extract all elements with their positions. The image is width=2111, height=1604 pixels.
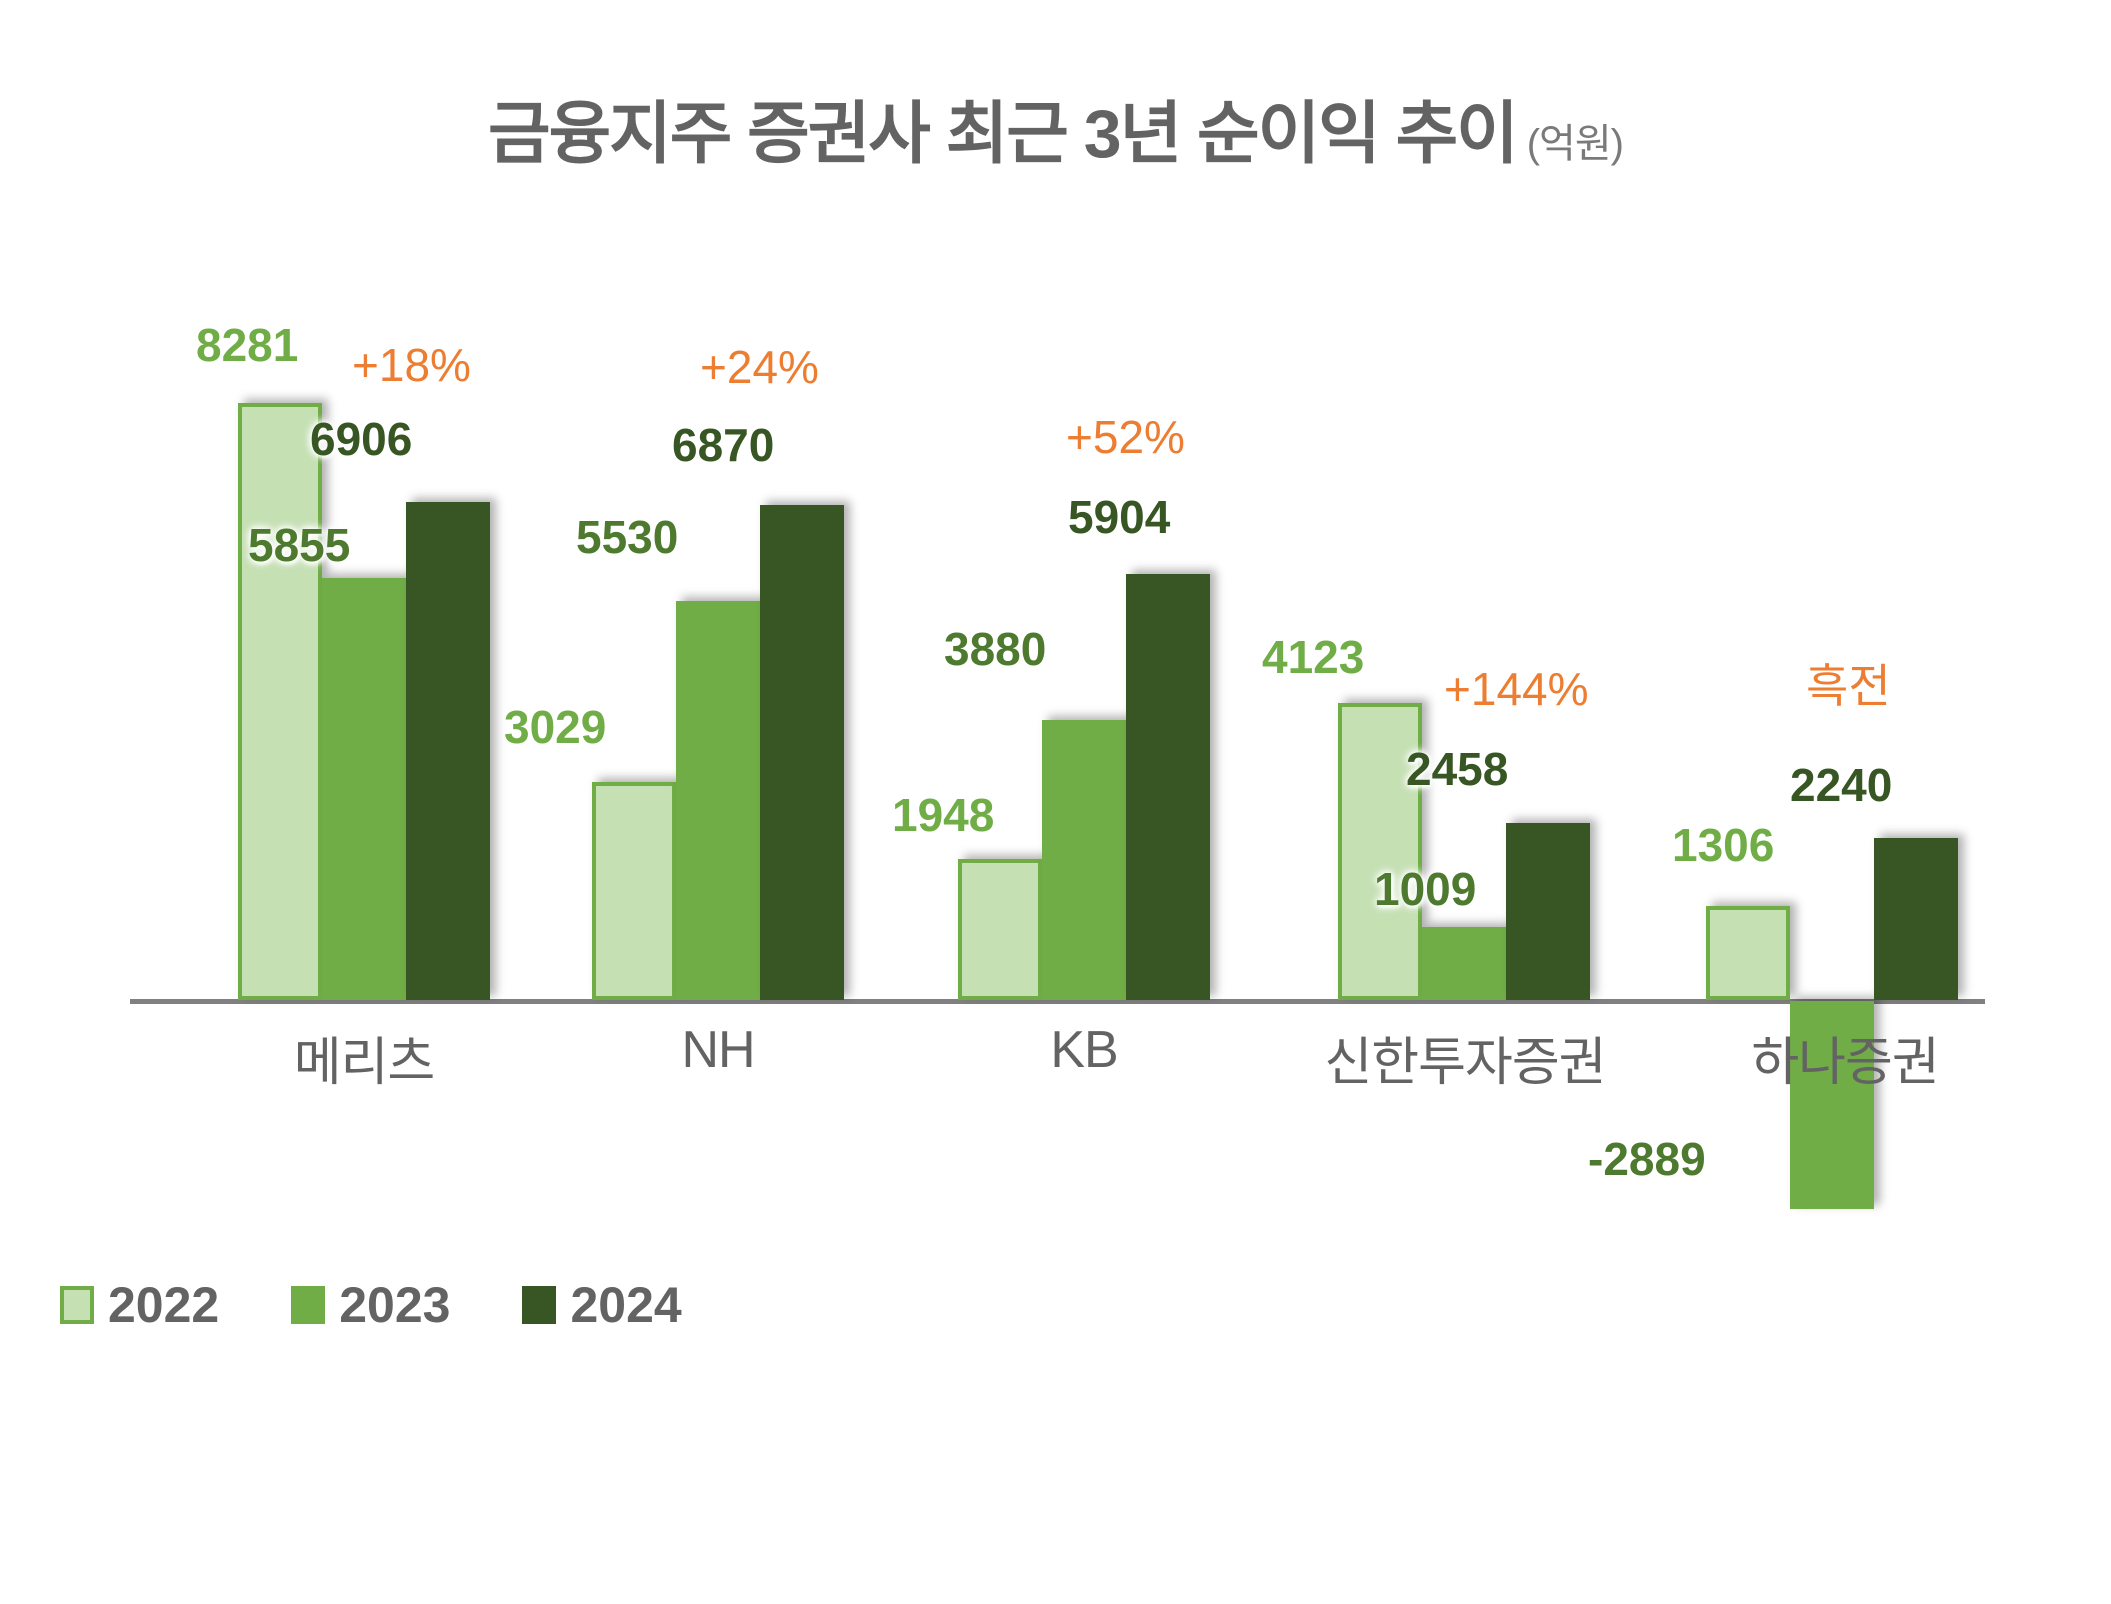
chart-title: 금융지주 증권사 최근 3년 순이익 추이 (억원) — [0, 78, 2111, 177]
legend-swatch-icon-2022 — [60, 1286, 94, 1324]
page-title: 금융지주 증권사 최근 3년 순이익 추이 — [488, 96, 1519, 172]
bar-hana-2023[interactable] — [1790, 1001, 1874, 1209]
bar-meritz-2023[interactable] — [322, 578, 406, 1000]
value-label-shinhan-2022: 4123 — [1262, 631, 1365, 683]
x-axis-line — [130, 999, 1985, 1004]
category-label-shinhan: 신한투자증권 — [1324, 1034, 1606, 1092]
value-label-shinhan-2023: 1009 — [1374, 863, 1477, 915]
growth-label-hana: 흑전 — [1806, 660, 1891, 712]
legend-item-2022[interactable]: 2022 — [60, 1276, 219, 1334]
title-unit: (억원) — [1526, 122, 1624, 166]
bar-hana-2024[interactable] — [1874, 838, 1958, 1000]
value-label-kb-2024: 5904 — [1068, 491, 1171, 543]
growth-label-meritz: +18% — [352, 339, 471, 391]
legend-label-2023: 2023 — [339, 1277, 451, 1333]
bar-nh-2023[interactable] — [676, 601, 760, 1000]
value-label-kb-2023: 3880 — [944, 623, 1047, 675]
bar-meritz-2022[interactable] — [238, 403, 322, 1000]
value-label-nh-2024: 6870 — [672, 419, 775, 471]
bar-nh-2022[interactable] — [592, 782, 676, 1000]
bar-shinhan-2023[interactable] — [1422, 927, 1506, 1000]
category-label-hana: 하나증권 — [1751, 1034, 1939, 1092]
bar-kb-2022[interactable] — [958, 859, 1042, 1000]
growth-label-kb: +52% — [1066, 411, 1185, 463]
value-label-hana-2022: 1306 — [1672, 819, 1775, 871]
category-label-kb: KB — [1050, 1021, 1118, 1079]
category-label-nh: NH — [681, 1021, 755, 1079]
growth-label-nh: +24% — [700, 341, 819, 393]
value-label-shinhan-2024: 2458 — [1406, 743, 1509, 795]
category-label-meritz: 메리츠 — [293, 1034, 436, 1092]
value-label-meritz-2024: 6906 — [310, 413, 413, 465]
chart-legend: 2022 2023 2024 — [60, 1276, 754, 1334]
bar-kb-2024[interactable] — [1126, 574, 1210, 1000]
legend-label-2022: 2022 — [108, 1277, 220, 1333]
value-label-kb-2022: 1948 — [892, 789, 995, 841]
legend-swatch-icon-2023 — [291, 1286, 326, 1324]
growth-label-shinhan: +144% — [1444, 663, 1589, 715]
bar-shinhan-2024[interactable] — [1506, 823, 1590, 1000]
value-label-meritz-2022: 8281 — [196, 319, 299, 371]
legend-swatch-icon-2024 — [522, 1286, 557, 1324]
legend-item-2023[interactable]: 2023 — [291, 1276, 450, 1334]
legend-label-2024: 2024 — [570, 1277, 682, 1333]
value-label-nh-2023: 5530 — [576, 511, 679, 563]
bar-nh-2024[interactable] — [760, 505, 844, 1000]
bar-shinhan-2022[interactable] — [1338, 703, 1422, 1000]
value-label-meritz-2023: 5855 — [248, 519, 351, 571]
value-label-nh-2022: 3029 — [504, 701, 607, 753]
legend-item-2024[interactable]: 2024 — [522, 1276, 682, 1334]
value-label-hana-2024: 2240 — [1790, 759, 1893, 811]
bar-kb-2023[interactable] — [1042, 720, 1126, 1000]
bar-hana-2022[interactable] — [1706, 906, 1790, 1000]
bar-meritz-2024[interactable] — [406, 502, 490, 1000]
value-label-hana-2023: -2889 — [1588, 1133, 1706, 1185]
